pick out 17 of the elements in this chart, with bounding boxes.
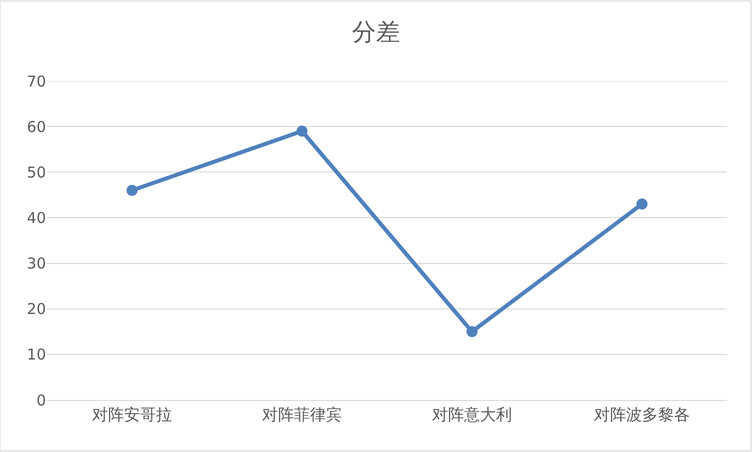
y-tick-label: 50 <box>26 163 46 182</box>
y-tick-label: 20 <box>26 300 46 318</box>
y-tick-label: 30 <box>26 254 46 273</box>
y-tick-label: 70 <box>26 72 46 90</box>
y-tick-label: 10 <box>26 346 46 364</box>
chart-title: 分差 <box>352 18 400 46</box>
y-tick-label: 40 <box>26 208 46 227</box>
point <box>466 326 478 338</box>
x-tick-label: 对阵波多黎各 <box>594 405 690 424</box>
x-tick-label: 对阵意大利 <box>432 405 512 424</box>
point <box>636 198 648 210</box>
y-tick-label: 0 <box>36 391 46 410</box>
x-tick-label: 对阵安哥拉 <box>92 405 172 424</box>
point <box>126 184 138 196</box>
point <box>296 126 308 137</box>
y-tick-label: 60 <box>26 118 46 136</box>
x-tick-label: 对阵菲律宾 <box>262 405 342 424</box>
